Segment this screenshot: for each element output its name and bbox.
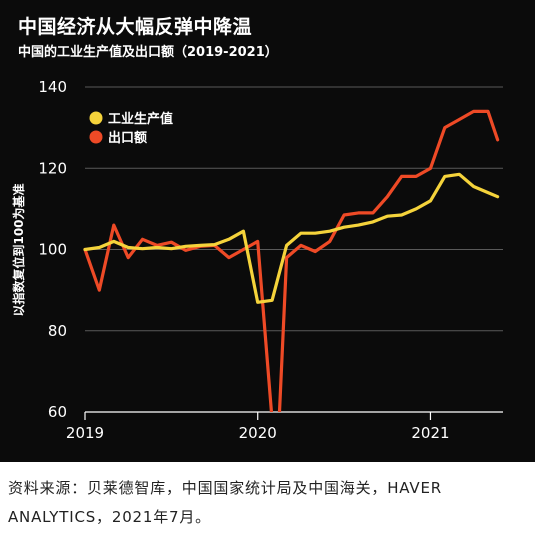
legend-label: 工业生产值: [108, 111, 173, 127]
x-tick-label: 2019: [66, 424, 104, 442]
legend-label: 出口额: [108, 130, 147, 146]
x-tick-label: 2020: [239, 424, 277, 442]
legend-marker: [89, 111, 103, 125]
x-tick-label: 2021: [411, 424, 449, 442]
series-line-exports: [83, 109, 500, 412]
chart-subtitle: 中国的工业生产值及出口额（2019-2021）: [18, 45, 278, 60]
y-tick-label: 100: [38, 241, 67, 259]
chart-panel: 中国经济从大幅反弹中降温 中国的工业生产值及出口额（2019-2021） 以指数…: [0, 0, 535, 462]
legend-marker: [89, 130, 103, 144]
chart-title: 中国经济从大幅反弹中降温: [18, 16, 253, 38]
y-tick-label: 60: [48, 403, 67, 421]
y-tick-label: 140: [38, 78, 67, 96]
series-line-industrial: [83, 172, 500, 304]
y-tick-label: 80: [48, 322, 67, 340]
y-tick-label: 120: [38, 159, 67, 177]
source-note: 资料来源：贝莱德智库，中国国家统计局及中国海关，HAVER ANALYTICS，…: [8, 479, 442, 526]
